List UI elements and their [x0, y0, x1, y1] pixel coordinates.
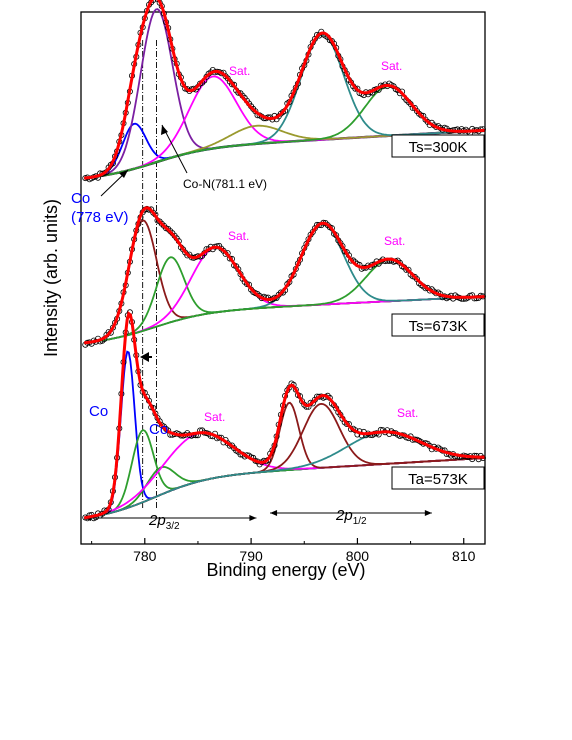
data-point: [224, 75, 231, 82]
envelope-fit-curve: [84, 206, 485, 345]
x-tick-label: 810: [452, 548, 476, 564]
data-point: [158, 220, 165, 227]
x-axis-label: Binding energy (eV): [206, 560, 365, 580]
x-tick-label: 780: [133, 548, 157, 564]
plot-layer: 780 790 800 810: [80, 0, 486, 564]
co-ev-label-p1: (778 eV): [71, 209, 129, 226]
sat-label-p2-a: Sat.: [228, 229, 249, 243]
envelope-fit-curve: [84, 0, 485, 180]
panel-label-box-2: Ts=673K: [391, 313, 485, 337]
x-tick-label: 800: [346, 548, 370, 564]
panel-label-box-3: Ta=573K: [391, 466, 485, 490]
panel-label-3: Ta=573K: [408, 471, 468, 488]
co-label-p3-b: Co: [149, 421, 168, 438]
co-n-arrow-head: [161, 125, 168, 135]
sat-label-p1-a: Sat.: [229, 64, 250, 78]
sat-label-p3-b: Sat.: [397, 406, 418, 420]
sat-label-p2-b: Sat.: [384, 234, 405, 248]
region-label-2p12: 2p1/2: [335, 507, 367, 527]
sat-label-p1-b: Sat.: [381, 59, 402, 73]
data-point: [150, 0, 157, 3]
x-tick-label: 790: [239, 548, 263, 564]
co-label-p1: Co: [71, 190, 90, 207]
panel-label-box-1: Ts=300K: [391, 134, 485, 158]
region-label-2p32-main: 2p: [148, 512, 166, 529]
shift-arrow: [140, 352, 152, 362]
co-n-arrow: [161, 124, 188, 174]
region-arrow-2p12-head-right: [424, 510, 432, 516]
region-arrow-2p12-head-left: [270, 510, 278, 516]
panel-label-1: Ts=300K: [409, 139, 468, 156]
panel-label-2: Ts=673K: [409, 318, 468, 335]
region-arrow-2p32-head-right: [249, 515, 257, 521]
co-label-p3-a: Co: [89, 403, 108, 420]
data-point: [203, 73, 210, 80]
sat-label-p3-a: Sat.: [204, 410, 225, 424]
region-label-2p12-main: 2p: [335, 507, 353, 524]
region-label-2p12-sub: 1/2: [353, 516, 367, 527]
component-peak-1-3: [84, 75, 485, 180]
plot-frame: [80, 11, 486, 545]
data-point: [222, 73, 229, 80]
region-label-2p32-sub: 3/2: [166, 521, 180, 532]
component-peak-3-1: [84, 350, 485, 519]
co-n-label: Co-N(781.1 eV): [183, 177, 267, 191]
co-arrow-head: [119, 170, 128, 178]
y-axis-label: Intensity (arb. units): [41, 199, 61, 357]
envelope-fit-curve: [84, 310, 485, 520]
region-label-2p32: 2p3/2: [148, 512, 180, 532]
